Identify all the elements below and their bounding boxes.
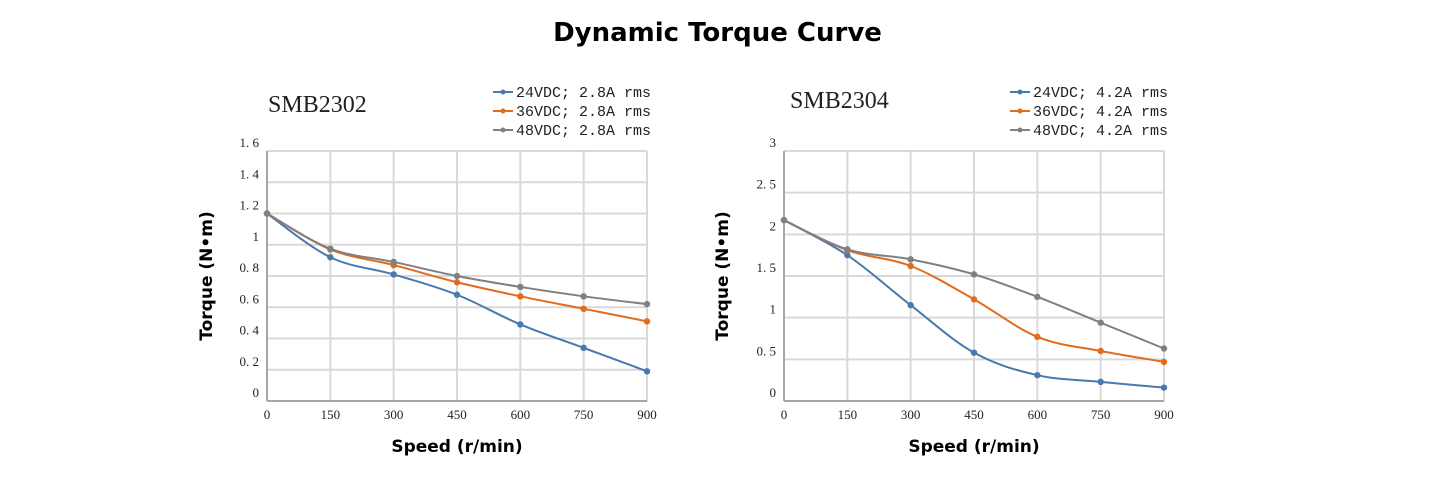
x-tick-label: 900 bbox=[637, 407, 657, 422]
y-tick-label: 1. 5 bbox=[757, 260, 777, 275]
y-tick-label: 1. 6 bbox=[240, 135, 260, 150]
data-point bbox=[580, 344, 587, 352]
data-point bbox=[1160, 384, 1168, 391]
data-point bbox=[453, 291, 461, 298]
chart-2: 0 0. 5 1 1. 5 2 2. 5 3 0 150 300 450 600 750 900 24VDC… bbox=[713, 85, 1174, 457]
data-point bbox=[453, 279, 461, 286]
y-tick-label: 1 bbox=[770, 302, 777, 317]
data-point bbox=[1160, 358, 1168, 366]
x-tick-label: 600 bbox=[1028, 407, 1048, 422]
data-point bbox=[1034, 293, 1041, 301]
y-tick-label: 1. 2 bbox=[240, 198, 260, 213]
y-tick-label: 0. 6 bbox=[240, 291, 260, 306]
y-tick-label: 2. 5 bbox=[757, 177, 777, 192]
legend-marker bbox=[500, 89, 506, 95]
data-point bbox=[1160, 345, 1168, 352]
legend-marker bbox=[1017, 108, 1023, 114]
legend-marker bbox=[500, 108, 506, 114]
data-point bbox=[580, 305, 587, 313]
data-point bbox=[517, 293, 524, 300]
y-tick-label: 0 bbox=[770, 385, 777, 400]
legend-marker bbox=[1017, 89, 1023, 95]
y-axis-label: Torque (N•m) bbox=[197, 211, 217, 340]
x-tick-label: 750 bbox=[574, 407, 594, 422]
x-tick-label: 750 bbox=[1091, 407, 1111, 422]
data-point bbox=[844, 246, 851, 253]
chart-1: 0 0. 2 0. 4 0. 6 0. 8 1 1. 2 1. 4 1. 6 0 150 300 450… bbox=[197, 85, 657, 457]
y-tick-label: 0. 4 bbox=[240, 323, 260, 338]
data-point bbox=[1097, 378, 1104, 386]
data-point bbox=[643, 300, 651, 308]
data-point bbox=[970, 296, 978, 303]
data-point bbox=[907, 301, 914, 309]
y-tick-label: 1. 4 bbox=[240, 166, 260, 181]
y-tick-label: 1 bbox=[253, 229, 260, 244]
x-axis-label: Speed (r/min) bbox=[908, 437, 1039, 457]
data-point bbox=[327, 254, 334, 261]
legend-label: 24VDC; 4.2A rms bbox=[1033, 85, 1168, 102]
y-tick-label: 3 bbox=[770, 135, 777, 150]
x-tick-label: 0 bbox=[781, 407, 788, 422]
x-tick-label: 300 bbox=[901, 407, 921, 422]
data-point bbox=[517, 283, 524, 291]
legend-label: 48VDC; 2.8A rms bbox=[516, 123, 651, 140]
y-tick-label: 0. 5 bbox=[757, 343, 777, 358]
data-point bbox=[390, 271, 397, 278]
y-tick-label: 0. 8 bbox=[240, 260, 260, 275]
y-axis-label: Torque (N•m) bbox=[713, 211, 733, 340]
x-tick-label: 900 bbox=[1154, 407, 1174, 422]
main-title: Dynamic Torque Curve bbox=[553, 18, 882, 48]
data-point bbox=[643, 368, 651, 375]
x-tick-label: 300 bbox=[384, 407, 404, 422]
data-point bbox=[263, 210, 271, 217]
x-tick-label: 450 bbox=[964, 407, 984, 422]
data-point bbox=[970, 271, 978, 278]
data-point bbox=[844, 251, 851, 259]
data-point bbox=[1097, 319, 1104, 326]
data-point bbox=[580, 293, 587, 300]
y-tick-label: 2 bbox=[770, 218, 777, 233]
data-point bbox=[970, 349, 978, 356]
x-tick-label: 0 bbox=[264, 407, 271, 422]
data-point bbox=[1034, 333, 1041, 341]
data-point bbox=[780, 216, 788, 224]
data-point bbox=[907, 262, 914, 270]
data-point bbox=[517, 321, 524, 328]
data-point bbox=[327, 245, 334, 252]
x-tick-label: 450 bbox=[447, 407, 467, 422]
legend-marker bbox=[500, 127, 506, 133]
chart-subtitle: SMB2302 bbox=[268, 92, 367, 118]
x-tick-label: 600 bbox=[511, 407, 531, 422]
legend-label: 36VDC; 4.2A rms bbox=[1033, 104, 1168, 121]
legend-label: 48VDC; 4.2A rms bbox=[1033, 123, 1168, 140]
data-point bbox=[643, 318, 651, 325]
data-point bbox=[907, 256, 914, 263]
x-tick-label: 150 bbox=[321, 407, 341, 422]
data-point bbox=[1034, 371, 1041, 379]
data-point bbox=[453, 272, 461, 280]
y-tick-label: 0. 2 bbox=[240, 354, 260, 369]
data-point bbox=[390, 258, 397, 266]
x-axis-label: Speed (r/min) bbox=[391, 437, 522, 457]
x-tick-label: 150 bbox=[838, 407, 858, 422]
chart-subtitle: SMB2304 bbox=[790, 88, 889, 114]
y-tick-label: 0 bbox=[253, 385, 260, 400]
legend-label: 36VDC; 2.8A rms bbox=[516, 104, 651, 121]
data-point bbox=[1097, 347, 1104, 355]
legend-label: 24VDC; 2.8A rms bbox=[516, 85, 651, 102]
legend-marker bbox=[1017, 127, 1023, 133]
